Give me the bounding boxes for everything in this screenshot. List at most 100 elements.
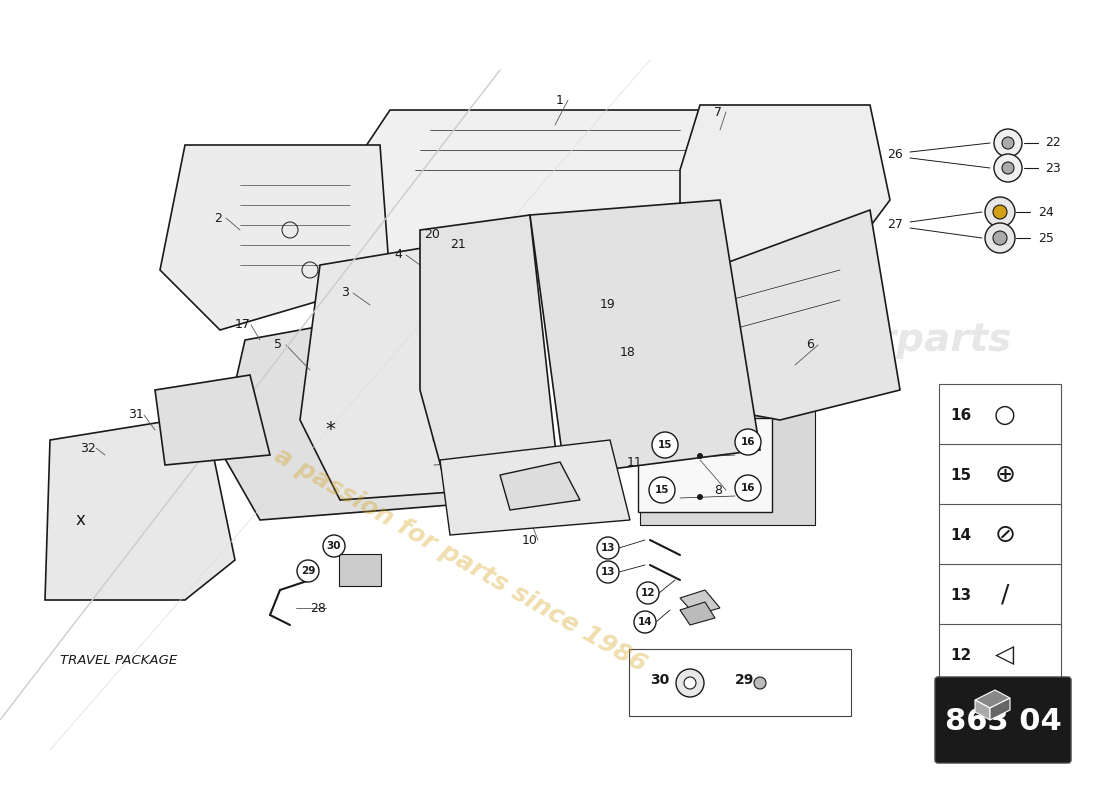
Text: 14: 14 [950, 527, 971, 542]
Circle shape [297, 560, 319, 582]
Text: 25: 25 [1038, 231, 1054, 245]
Text: 2: 2 [214, 211, 222, 225]
Circle shape [1002, 162, 1014, 174]
Text: 16: 16 [740, 437, 756, 447]
Text: a passion for parts since 1986: a passion for parts since 1986 [270, 443, 650, 677]
Circle shape [652, 432, 678, 458]
Text: 5: 5 [274, 338, 282, 351]
Text: ○: ○ [994, 403, 1016, 427]
Text: 16: 16 [950, 407, 971, 422]
Text: 15: 15 [950, 467, 971, 482]
Text: 28: 28 [310, 602, 326, 614]
Polygon shape [670, 210, 900, 420]
Polygon shape [680, 590, 720, 615]
Polygon shape [300, 245, 480, 500]
Text: 20: 20 [425, 229, 440, 242]
Text: 27: 27 [887, 218, 903, 231]
Polygon shape [220, 310, 450, 520]
Circle shape [735, 475, 761, 501]
Circle shape [697, 494, 703, 500]
Text: 13: 13 [601, 543, 615, 553]
Circle shape [993, 205, 1007, 219]
FancyBboxPatch shape [629, 649, 851, 716]
FancyBboxPatch shape [939, 384, 1062, 446]
Text: 29: 29 [300, 566, 316, 576]
Text: 30: 30 [327, 541, 341, 551]
Polygon shape [440, 440, 630, 535]
Polygon shape [680, 105, 890, 280]
Polygon shape [160, 145, 390, 330]
Text: 14: 14 [638, 617, 652, 627]
Circle shape [634, 611, 656, 633]
Polygon shape [680, 602, 715, 625]
Polygon shape [420, 215, 560, 500]
Circle shape [984, 223, 1015, 253]
Text: 32: 32 [80, 442, 96, 454]
FancyBboxPatch shape [939, 444, 1062, 506]
Text: 6: 6 [806, 338, 814, 351]
Circle shape [994, 154, 1022, 182]
Text: 22: 22 [1045, 137, 1060, 150]
Text: *: * [326, 421, 334, 439]
Circle shape [984, 197, 1015, 227]
Text: 31: 31 [128, 409, 144, 422]
Text: 8: 8 [714, 483, 722, 497]
Text: 19: 19 [601, 298, 616, 311]
FancyBboxPatch shape [939, 624, 1062, 686]
Text: 26: 26 [887, 149, 903, 162]
Circle shape [697, 453, 703, 459]
Circle shape [1002, 137, 1014, 149]
Polygon shape [530, 200, 760, 475]
Text: 13: 13 [601, 567, 615, 577]
Polygon shape [990, 698, 1010, 720]
Circle shape [597, 537, 619, 559]
Circle shape [994, 129, 1022, 157]
Text: 15: 15 [654, 485, 669, 495]
Polygon shape [975, 700, 990, 720]
Circle shape [323, 535, 345, 557]
Polygon shape [155, 375, 270, 465]
Circle shape [684, 677, 696, 689]
Circle shape [754, 677, 766, 689]
Text: 863 04: 863 04 [945, 707, 1062, 737]
Text: 9: 9 [514, 483, 521, 497]
Text: 13: 13 [950, 587, 971, 602]
Circle shape [597, 561, 619, 583]
Text: 17: 17 [235, 318, 251, 331]
Text: ◁: ◁ [996, 643, 1014, 667]
Text: 24: 24 [1038, 206, 1054, 218]
FancyBboxPatch shape [939, 564, 1062, 626]
FancyBboxPatch shape [939, 504, 1062, 566]
Text: 7: 7 [714, 106, 722, 118]
Text: 15: 15 [658, 440, 672, 450]
Text: 30: 30 [650, 673, 669, 687]
Circle shape [735, 429, 761, 455]
Text: 16: 16 [740, 483, 756, 493]
Text: /: / [1001, 583, 1009, 607]
Polygon shape [500, 462, 580, 510]
FancyBboxPatch shape [638, 418, 772, 512]
FancyBboxPatch shape [339, 554, 381, 586]
Text: 18: 18 [620, 346, 636, 358]
Text: 12: 12 [950, 647, 971, 662]
Circle shape [649, 477, 675, 503]
Text: TRAVEL PACKAGE: TRAVEL PACKAGE [60, 654, 177, 666]
Text: 23: 23 [1045, 162, 1060, 174]
Text: 1: 1 [557, 94, 564, 106]
FancyBboxPatch shape [640, 410, 815, 525]
Text: 21: 21 [450, 238, 466, 251]
FancyBboxPatch shape [935, 677, 1071, 763]
Text: *: * [527, 483, 534, 497]
Circle shape [993, 231, 1007, 245]
Text: ⊘: ⊘ [994, 523, 1015, 547]
Polygon shape [975, 690, 1010, 708]
Text: 10: 10 [522, 534, 538, 546]
Text: 11: 11 [627, 455, 642, 469]
Text: 3: 3 [341, 286, 349, 299]
Text: x: x [75, 511, 85, 529]
Text: ⊕: ⊕ [994, 463, 1015, 487]
Polygon shape [45, 415, 235, 600]
Circle shape [637, 582, 659, 604]
Text: 4: 4 [394, 249, 402, 262]
Polygon shape [330, 110, 780, 280]
